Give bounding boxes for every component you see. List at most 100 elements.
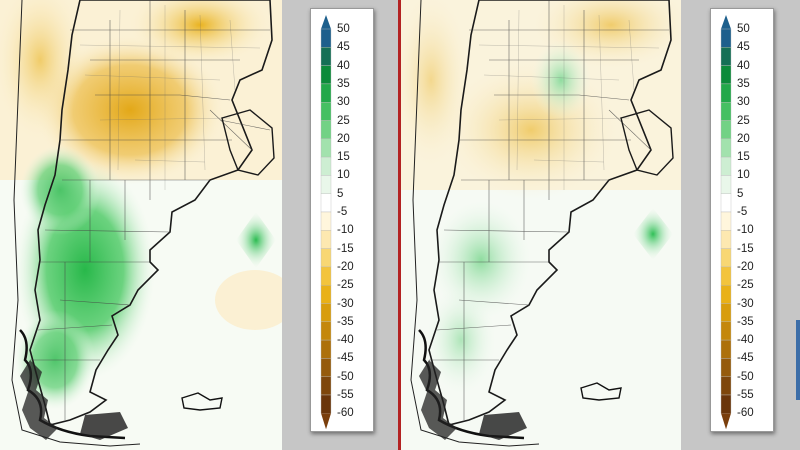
legend-tick-label: -50 (337, 370, 354, 383)
legend-top-arrow (321, 15, 331, 29)
legend-color-swatch (320, 285, 332, 304)
legend-color-swatch (320, 193, 332, 213)
legend-top-arrow (721, 15, 731, 29)
legend-color-swatch (720, 376, 732, 396)
legend-tick-label: -15 (337, 242, 354, 255)
legend-color-swatch (320, 120, 332, 139)
legend-tick-label: -30 (737, 297, 754, 310)
legend-bottom-arrow (721, 413, 731, 430)
right-legend-colorbar (720, 15, 732, 430)
legend-color-swatch (720, 83, 732, 103)
legend-color-swatch (320, 65, 332, 85)
left-map-panel (0, 0, 282, 450)
legend-tick-label: 35 (737, 77, 750, 90)
legend-tick-label: -45 (737, 352, 754, 365)
left-color-legend: 50 45 40 35 30 25 20 15 10 5 -5 -10 -15 -20 -25 -30 -35 -… (310, 8, 374, 432)
legend-tick-label: 5 (737, 187, 744, 200)
legend-tick-label: -30 (337, 297, 354, 310)
panel-divider (398, 0, 401, 450)
legend-color-swatch (720, 211, 732, 231)
legend-color-swatch (720, 138, 732, 158)
legend-tick-label: -20 (337, 260, 354, 273)
legend-tick-label: -55 (737, 389, 754, 401)
legend-tick-label: -40 (337, 334, 354, 347)
legend-tick-label: 25 (337, 114, 350, 127)
legend-color-swatch (320, 28, 332, 48)
legend-tick-label: -50 (737, 370, 754, 383)
legend-tick-label: -60 (337, 407, 354, 420)
legend-tick-label: -45 (337, 352, 354, 365)
legend-color-swatch (720, 358, 732, 377)
legend-tick-label: -40 (737, 334, 754, 347)
legend-tick-label: -10 (737, 224, 754, 237)
legend-color-swatch (320, 101, 332, 121)
legend-tick-label: -35 (737, 315, 754, 328)
right-color-legend: 50 45 40 35 30 25 20 15 10 5 -5 -10 -15 -20 -25 -30 -35 -… (710, 8, 774, 432)
legend-bottom-arrow (321, 413, 331, 430)
legend-tick-label: 40 (337, 59, 350, 72)
legend-tick-label: -10 (337, 224, 354, 237)
legend-color-swatch (320, 376, 332, 396)
legend-color-swatch (320, 394, 332, 414)
legend-tick-label: 45 (337, 41, 350, 54)
legend-tick-label: 10 (737, 169, 750, 182)
legend-tick-label: 20 (337, 132, 350, 145)
legend-color-swatch (320, 156, 332, 176)
legend-color-swatch (720, 193, 732, 213)
left-anomaly-map (0, 0, 282, 450)
legend-tick-label: -20 (737, 260, 754, 273)
legend-color-swatch (720, 266, 732, 286)
edge-strip (796, 320, 800, 400)
legend-tick-label: 5 (337, 187, 344, 200)
legend-tick-label: 30 (737, 96, 750, 109)
legend-tick-label: 50 (337, 23, 350, 35)
legend-color-swatch (720, 47, 732, 66)
legend-color-swatch (720, 303, 732, 322)
legend-color-swatch (720, 248, 732, 268)
legend-tick-label: 15 (337, 151, 350, 164)
legend-color-swatch (720, 120, 732, 139)
legend-color-swatch (320, 339, 332, 359)
right-anomaly-map (401, 0, 681, 450)
legend-color-swatch (720, 101, 732, 121)
legend-tick-label: 10 (337, 169, 350, 182)
legend-color-swatch (320, 266, 332, 286)
legend-color-swatch (320, 83, 332, 103)
legend-color-swatch (720, 321, 732, 341)
legend-tick-label: 30 (337, 96, 350, 109)
legend-color-swatch (320, 248, 332, 268)
legend-color-swatch (720, 65, 732, 85)
legend-tick-label: -55 (337, 389, 354, 401)
legend-tick-label: 40 (737, 59, 750, 72)
legend-color-swatch (720, 175, 732, 194)
legend-color-swatch (320, 211, 332, 231)
legend-tick-label: 25 (737, 114, 750, 127)
legend-tick-label: 50 (737, 23, 750, 35)
legend-color-swatch (320, 175, 332, 194)
legend-tick-label: 45 (737, 41, 750, 54)
legend-tick-label: -35 (337, 315, 354, 328)
legend-tick-label: -15 (737, 242, 754, 255)
legend-color-swatch (720, 394, 732, 414)
legend-tick-label: -5 (737, 206, 748, 218)
legend-color-swatch (320, 358, 332, 377)
legend-color-swatch (320, 47, 332, 66)
legend-tick-label: 35 (337, 77, 350, 90)
legend-color-swatch (720, 156, 732, 176)
legend-tick-label: -25 (337, 279, 354, 292)
legend-tick-label: -60 (737, 407, 754, 420)
legend-color-swatch (320, 230, 332, 249)
legend-tick-label: -5 (337, 206, 348, 218)
legend-tick-label: -25 (737, 279, 754, 292)
legend-color-swatch (320, 138, 332, 158)
legend-color-swatch (720, 28, 732, 48)
legend-color-swatch (720, 339, 732, 359)
left-legend-colorbar (320, 15, 332, 430)
legend-color-swatch (720, 230, 732, 249)
right-map-panel (401, 0, 681, 450)
legend-color-swatch (320, 303, 332, 322)
legend-color-swatch (320, 321, 332, 341)
legend-tick-label: 20 (737, 132, 750, 145)
legend-color-swatch (720, 285, 732, 304)
legend-tick-label: 15 (737, 151, 750, 164)
